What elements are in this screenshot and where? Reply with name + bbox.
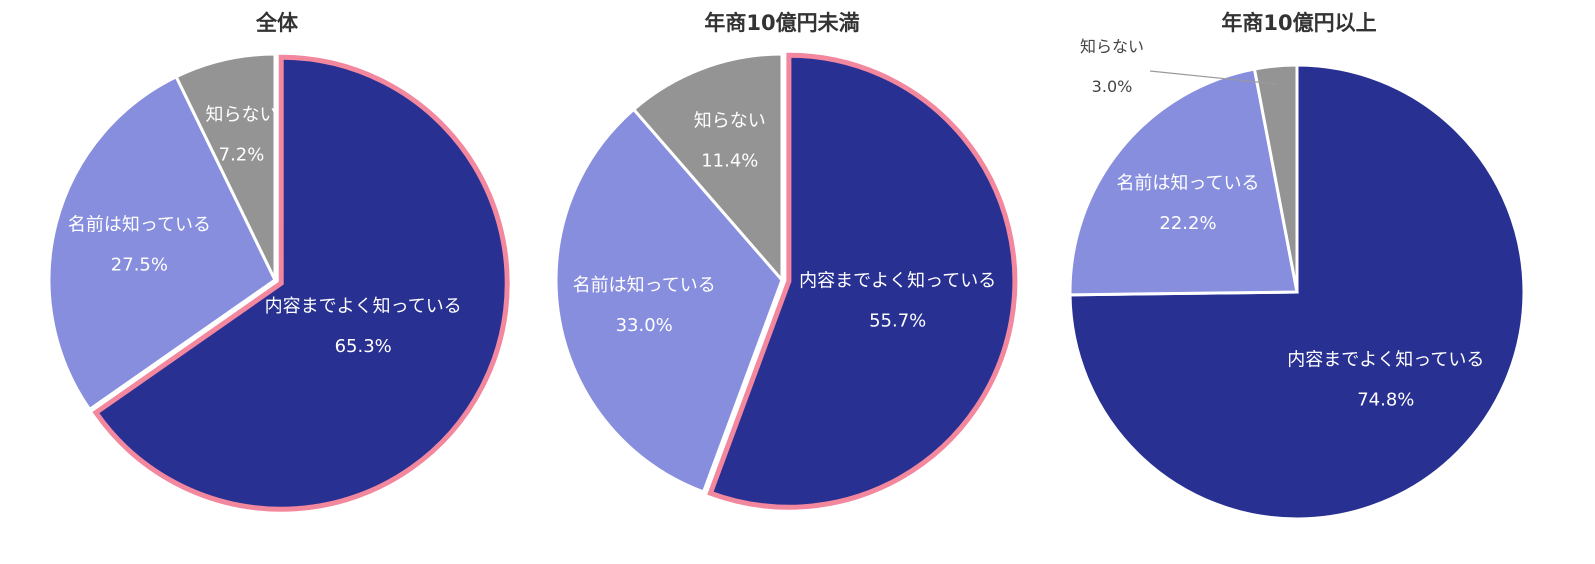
slice-know-well-label: 内容までよく知っている [1287, 350, 1484, 371]
slice-know-well-value-label: 74.8% [1357, 390, 1414, 411]
slice-dont-know-label: 知らない [694, 110, 766, 131]
slice-dont-know-value-label: 11.4% [701, 150, 758, 171]
slice-know-well-value-label: 65.3% [335, 336, 392, 357]
slice-dont-know-value-label: 3.0% [1092, 77, 1133, 96]
slice-dont-know-label: 知らない [1080, 37, 1144, 56]
chart-title: 年商10億円以上 [1221, 11, 1376, 35]
chart-title: 年商10億円未満 [704, 11, 859, 35]
chart-title: 全体 [255, 11, 299, 35]
slice-know-name-value-label: 33.0% [616, 315, 673, 336]
slice-know-name-label: 名前は知っている [1116, 173, 1259, 194]
pie-chart-under-1bn: 年商10億円未満 内容までよく知っている 55.7% 名前は知っている 33.0% 知ら… [554, 11, 1018, 510]
slice-know-name-label: 名前は知っている [68, 215, 211, 236]
leader-line [1149, 70, 1278, 85]
slice-know-well [707, 52, 1018, 510]
slice-dont-know [1252, 63, 1299, 293]
slice-know-well [1068, 63, 1526, 521]
slice-know-name [554, 107, 784, 494]
slice-dont-know-label: 知らない [206, 105, 278, 126]
slice-dont-know [631, 52, 784, 285]
slice-know-name [47, 74, 277, 412]
slice-know-well-label: 内容までよく知っている [799, 271, 996, 292]
slice-know-name-label: 名前は知っている [573, 275, 716, 296]
slice-know-well-value-label: 55.7% [869, 311, 926, 332]
slice-know-name-value-label: 22.2% [1159, 213, 1216, 234]
slice-know-name-value-label: 27.5% [111, 255, 168, 276]
pie-chart-overall: 全体 内容までよく知っている 65.3% 名前は知っている 27.5% 知らない 7.2% [47, 11, 510, 512]
pie-chart-over-1bn: 年商10億円以上 内容までよく知っている 74.8% 名前は知っている 22.2% 知ら… [1068, 11, 1526, 521]
slice-dont-know [174, 52, 277, 281]
slice-know-well-label: 内容までよく知っている [265, 296, 462, 317]
slice-dont-know-value-label: 7.2% [219, 145, 265, 166]
slice-know-well [92, 54, 510, 512]
